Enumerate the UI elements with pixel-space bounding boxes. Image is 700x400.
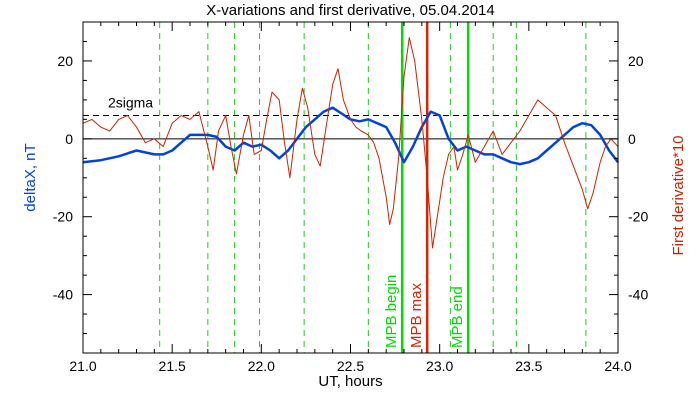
y-axis-label-right: First derivative*10 — [670, 135, 687, 255]
derivative-series-line — [82, 37, 619, 249]
marker-label: MPB begin — [383, 275, 400, 348]
y-tick-label-right: 0 — [628, 131, 636, 147]
marker-label: MPB max — [408, 282, 425, 348]
y-tick-label-left: 20 — [57, 53, 73, 69]
x-tick-label: 22.0 — [248, 358, 275, 374]
deltax-series-line — [82, 106, 619, 166]
y-tick-label-right: 20 — [628, 53, 644, 69]
y-tick-label-right: -20 — [628, 209, 648, 225]
x-tick-label: 23.5 — [515, 358, 542, 374]
x-tick-label: 21.0 — [69, 358, 96, 374]
x-tick-label: 21.5 — [159, 358, 186, 374]
y-tick-label-left: 0 — [65, 131, 73, 147]
plot-frame — [82, 21, 619, 354]
y-axis-label-left: deltaX, nT — [22, 143, 39, 211]
y-tick-label-left: -40 — [53, 287, 73, 303]
x-tick-label: 23.0 — [426, 358, 453, 374]
x-axis-label: UT, hours — [318, 373, 382, 390]
chart-title: X-variations and first derivative, 05.04… — [206, 2, 495, 19]
marker-label: MPB end — [449, 286, 466, 348]
y-tick-label-left: -20 — [53, 209, 73, 225]
x-tick-label: 22.5 — [337, 358, 364, 374]
threshold-label: 2sigma — [108, 94, 153, 110]
y-tick-label-right: -40 — [628, 287, 648, 303]
x-tick-label: 24.0 — [604, 358, 631, 374]
